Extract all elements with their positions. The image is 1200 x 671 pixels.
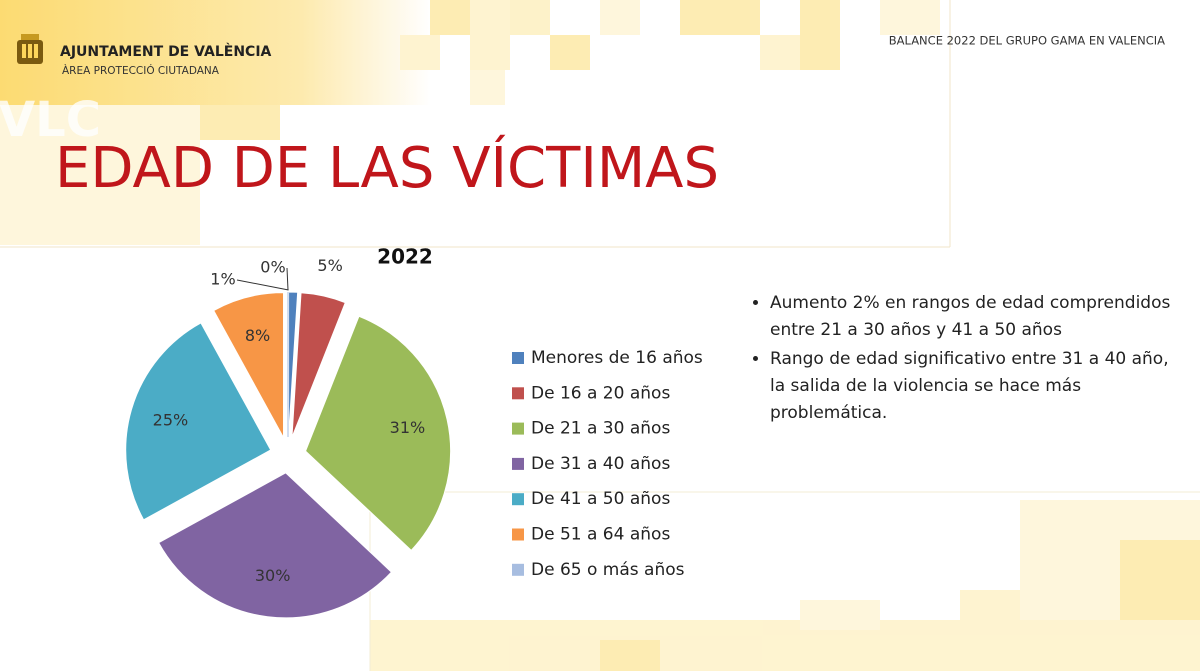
legend-swatch <box>512 352 524 364</box>
pie-slice <box>212 292 285 438</box>
data-label: 30% <box>255 566 291 585</box>
logo-icon <box>17 34 43 64</box>
data-label: 1% <box>210 270 235 289</box>
leader-line <box>286 267 289 291</box>
pie-slice <box>291 292 346 438</box>
report-label: BALANCE 2022 DEL GRUPO GAMA EN VALENCIA <box>889 34 1165 48</box>
pie-slice <box>125 322 272 521</box>
legend-label: De 51 a 64 años <box>531 525 670 545</box>
slide-title: EDAD DE LAS VÍCTIMAS <box>55 135 719 201</box>
legend-swatch <box>512 493 524 506</box>
data-label: 0% <box>260 258 285 277</box>
bullet-point: Rango de edad significativo entre 31 a 4… <box>770 346 1180 427</box>
pie-slice <box>158 472 393 619</box>
legend-label: De 65 o más años <box>531 560 685 580</box>
pie-slice <box>304 315 452 552</box>
data-label: 25% <box>153 410 189 429</box>
legend-swatch <box>512 528 524 541</box>
legend-label: De 31 a 40 años <box>531 454 670 474</box>
data-label: 8% <box>245 326 270 345</box>
legend-swatch <box>512 563 524 576</box>
legend-label: De 41 a 50 años <box>531 489 670 509</box>
legend-swatch <box>512 457 524 470</box>
data-label: 5% <box>317 256 342 275</box>
pie-slice <box>288 291 299 438</box>
bullet-point: Aumento 2% en rangos de edad comprendido… <box>770 290 1180 344</box>
legend-label: Menores de 16 años <box>531 348 703 368</box>
chart-title: 2022 <box>377 245 433 269</box>
data-label: 31% <box>390 418 426 437</box>
legend-label: De 16 a 20 años <box>531 383 670 403</box>
legend-label: De 21 a 30 años <box>531 419 670 439</box>
org-name: AJUNTAMENT DE VALÈNCIA <box>60 43 272 60</box>
org-department: ÀREA PROTECCIÓ CIUTADANA <box>62 64 220 77</box>
watermark: VLC <box>0 92 101 148</box>
legend-swatch <box>512 422 524 435</box>
legend-swatch <box>512 387 524 400</box>
bullet-list: Aumento 2% en rangos de edad comprendido… <box>742 290 1180 429</box>
leader-line <box>236 279 289 291</box>
